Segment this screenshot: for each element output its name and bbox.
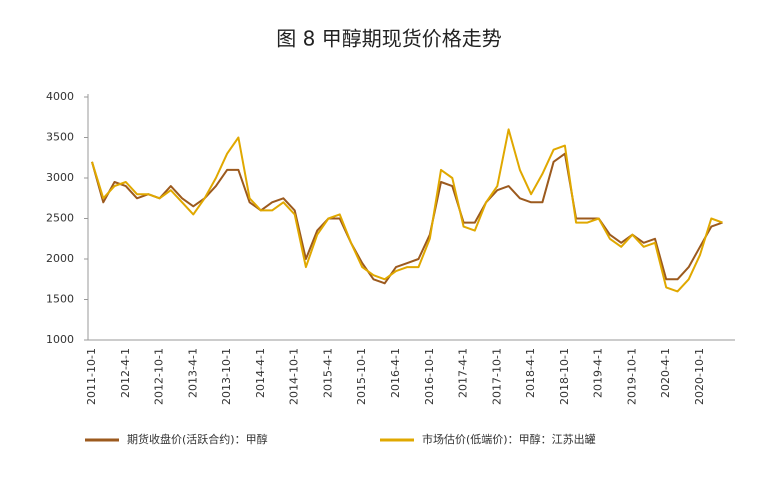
y-tick-label: 3000	[46, 171, 74, 184]
x-tick-label: 2016-10-1	[423, 348, 436, 405]
x-tick-label: 2019-4-1	[592, 348, 605, 398]
x-tick-label: 2017-4-1	[457, 348, 470, 398]
x-tick-label: 2017-10-1	[490, 348, 503, 405]
x-tick-label: 2012-10-1	[153, 348, 166, 405]
x-tick-label: 2019-10-1	[625, 348, 638, 405]
x-tick-label: 2013-10-1	[220, 348, 233, 405]
x-tick-label: 2015-4-1	[321, 348, 334, 398]
legend-label: 市场估价(低端价)：甲醇：江苏出罐	[422, 432, 596, 446]
x-tick-label: 2015-10-1	[355, 348, 368, 405]
y-tick-label: 3500	[46, 131, 74, 144]
y-tick-label: 1500	[46, 293, 74, 306]
series-line	[91, 152, 723, 285]
y-tick-label: 2500	[46, 212, 74, 225]
x-tick-label: 2018-4-1	[524, 348, 537, 398]
y-tick-label: 1000	[46, 333, 74, 346]
x-tick-label: 2011-10-1	[85, 348, 98, 405]
x-tick-label: 2016-4-1	[389, 348, 402, 398]
x-tick-label: 2018-10-1	[558, 348, 571, 405]
legend-label: 期货收盘价(活跃合约)：甲醇	[127, 432, 268, 446]
y-tick-label: 4000	[46, 90, 74, 103]
x-tick-label: 2020-4-1	[659, 348, 672, 398]
series-line	[91, 128, 723, 293]
x-tick-label: 2014-10-1	[288, 348, 301, 405]
x-tick-label: 2014-4-1	[254, 348, 267, 398]
chart-title: 图 8 甲醇期现货价格走势	[276, 27, 501, 51]
x-tick-label: 2013-4-1	[186, 348, 199, 398]
x-tick-label: 2012-4-1	[119, 348, 132, 398]
y-tick-label: 2000	[46, 252, 74, 265]
x-tick-label: 2020-10-1	[693, 348, 706, 405]
